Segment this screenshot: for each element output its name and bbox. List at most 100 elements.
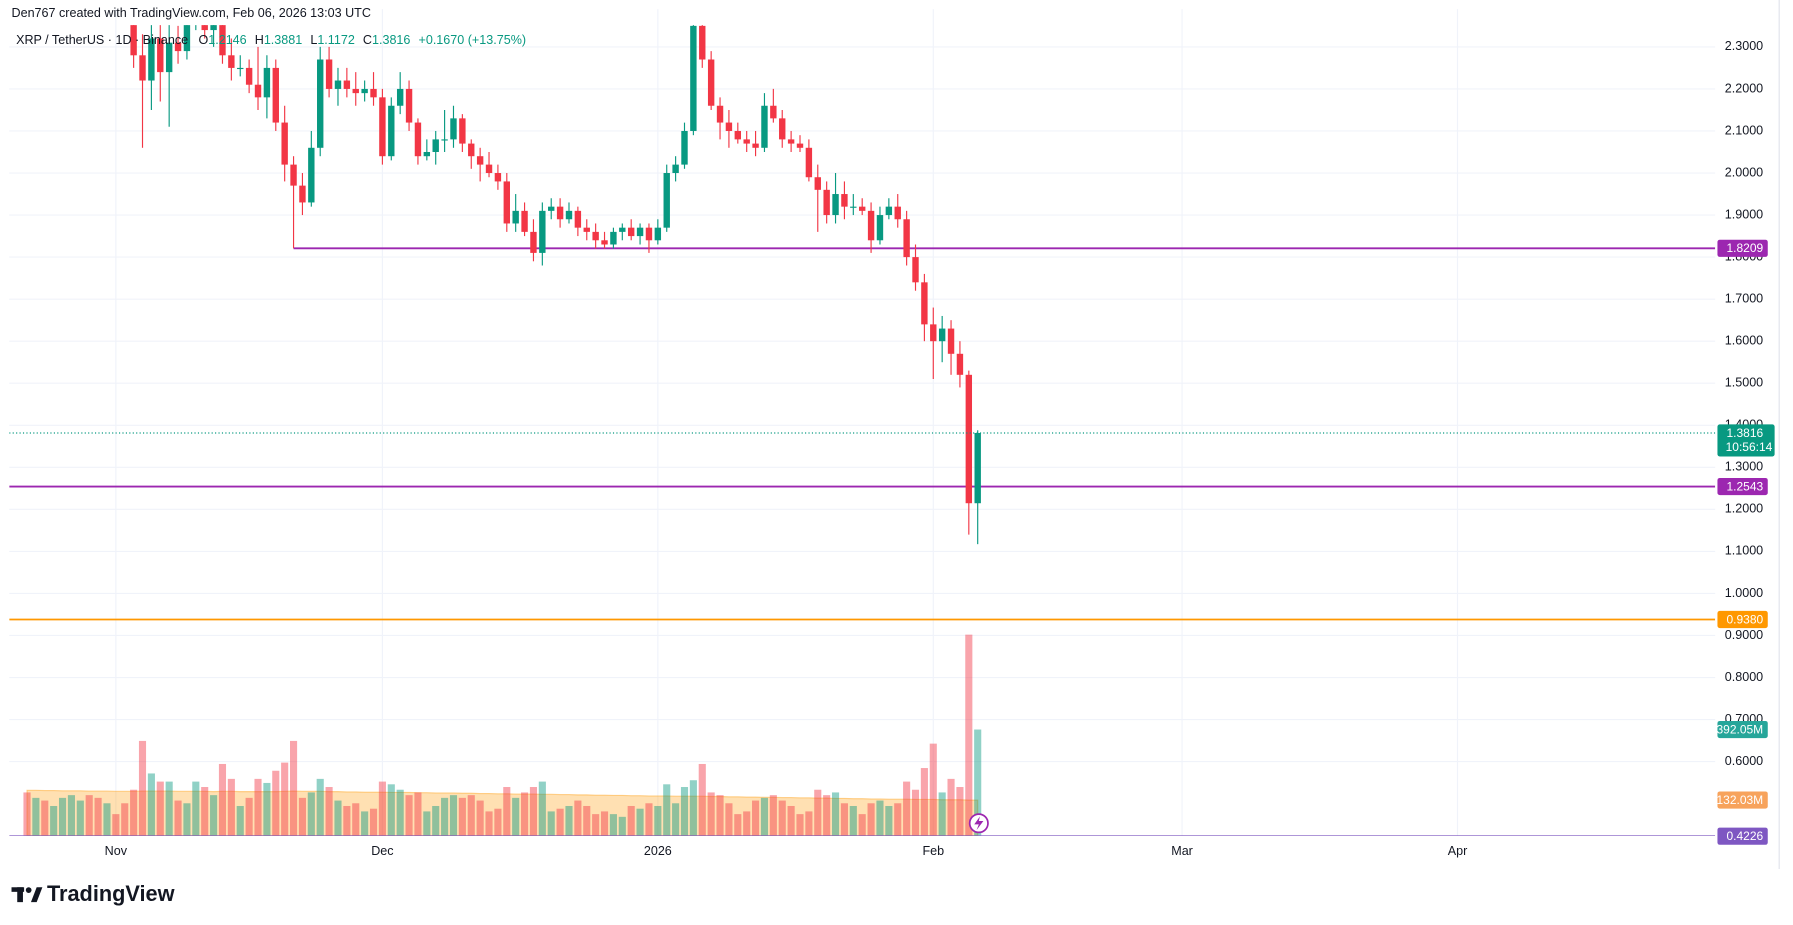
legend-value: 1.1172 xyxy=(317,33,355,47)
volume-bar xyxy=(218,763,227,836)
x-tick-label: Mar xyxy=(1171,844,1193,858)
volume-bar xyxy=(503,787,511,836)
volume-bar xyxy=(476,800,484,836)
volume-bar xyxy=(307,792,315,836)
volume-bar xyxy=(734,814,742,836)
y-tick-label: 2.3000 xyxy=(1725,39,1763,53)
legend-key: L xyxy=(310,33,317,47)
volume-bar xyxy=(574,800,582,836)
y-tick-label: 2.2000 xyxy=(1725,81,1763,95)
candle-body xyxy=(530,231,537,253)
volume-bar xyxy=(787,805,795,836)
volume-bar xyxy=(805,811,813,836)
volume-badge-label: 392.05M xyxy=(1716,722,1763,736)
candle-body xyxy=(690,25,697,131)
candle-body xyxy=(699,25,706,60)
volume-bar xyxy=(361,811,369,836)
volume-bar xyxy=(387,784,395,836)
volume-bar xyxy=(707,792,715,836)
candle-body xyxy=(707,59,715,106)
volume-bar xyxy=(725,803,733,836)
volume-bar xyxy=(378,781,386,836)
volume-bar xyxy=(760,797,769,836)
candle-body xyxy=(556,206,564,220)
volume-bar xyxy=(485,811,493,836)
candle-body xyxy=(165,42,173,73)
candle-body xyxy=(645,227,653,241)
candle-body xyxy=(601,240,608,245)
candle-body xyxy=(183,25,191,52)
candle-body xyxy=(148,38,155,81)
candle-body xyxy=(539,210,546,253)
candle-body xyxy=(725,122,733,131)
volume-bar xyxy=(556,808,564,836)
volume-bar xyxy=(903,781,911,836)
candle-body xyxy=(743,139,750,144)
volume-bar xyxy=(210,795,218,836)
volume-bar xyxy=(289,740,298,836)
candle-body xyxy=(716,105,724,123)
candle-body xyxy=(370,88,377,98)
candle-body xyxy=(414,122,422,157)
volume-bar xyxy=(32,797,40,836)
candle-body xyxy=(610,231,617,245)
last-price-label: 1.3816 xyxy=(1726,426,1763,440)
candle-body xyxy=(441,139,448,141)
y-tick-label: 2.0000 xyxy=(1725,165,1763,179)
brand-logo xyxy=(11,887,43,903)
candle-body xyxy=(734,130,742,140)
candle-body xyxy=(423,151,431,157)
y-tick-label: 1.1000 xyxy=(1725,544,1763,558)
y-tick-label: 1.7000 xyxy=(1725,291,1763,305)
candle-body xyxy=(503,181,510,224)
candle-body xyxy=(343,80,351,89)
y-tick-label: 2.1000 xyxy=(1725,123,1763,137)
candle-body xyxy=(450,118,457,140)
legend-value: 1.3881 xyxy=(264,33,302,47)
volume-bar xyxy=(636,808,644,836)
candle-body xyxy=(317,59,324,148)
volume-bar xyxy=(156,781,164,836)
candle-body xyxy=(388,105,395,157)
volume-ma-area xyxy=(26,789,979,836)
candle-body xyxy=(237,67,244,70)
candle-body xyxy=(965,374,973,504)
volume-bar xyxy=(583,805,591,836)
volume-bar xyxy=(272,770,280,836)
volume-bar xyxy=(680,787,689,836)
y-tick-label: 0.8000 xyxy=(1725,670,1763,684)
volume-bar xyxy=(831,792,840,836)
volume-bar xyxy=(130,789,138,836)
volume-bar xyxy=(796,814,804,836)
volume-bar xyxy=(956,787,964,836)
volume-bar xyxy=(352,803,360,836)
volume-bar xyxy=(769,795,777,836)
y-tick-label: 1.2000 xyxy=(1725,502,1763,516)
candle-body xyxy=(325,59,333,89)
volume-bar xyxy=(689,780,697,836)
volume-bar xyxy=(112,814,120,836)
x-tick-label: Dec xyxy=(371,844,393,858)
volume-bar xyxy=(432,805,440,836)
candle-body xyxy=(841,194,848,207)
volume-bar xyxy=(423,811,431,836)
volume-bar xyxy=(938,792,946,836)
volume-bar xyxy=(183,803,191,836)
volume-bar xyxy=(618,816,626,836)
volume-bar xyxy=(41,800,49,836)
candle-body xyxy=(912,257,919,283)
candle-body xyxy=(867,210,875,241)
plot-area xyxy=(9,25,1716,836)
volume-bar xyxy=(396,789,404,836)
candle-body xyxy=(627,227,635,237)
candle-body xyxy=(876,215,884,241)
volume-bar xyxy=(538,781,546,836)
volume-bar xyxy=(592,814,600,836)
legend-change: +0.1670 (+13.75%) xyxy=(418,33,526,47)
brand-name: TradingView xyxy=(47,881,175,906)
legend-symbol: XRP / TetherUS · 1D · Binance xyxy=(16,33,188,47)
volume-bar xyxy=(334,800,342,836)
candle-body xyxy=(210,25,217,31)
candle-body xyxy=(583,227,590,232)
